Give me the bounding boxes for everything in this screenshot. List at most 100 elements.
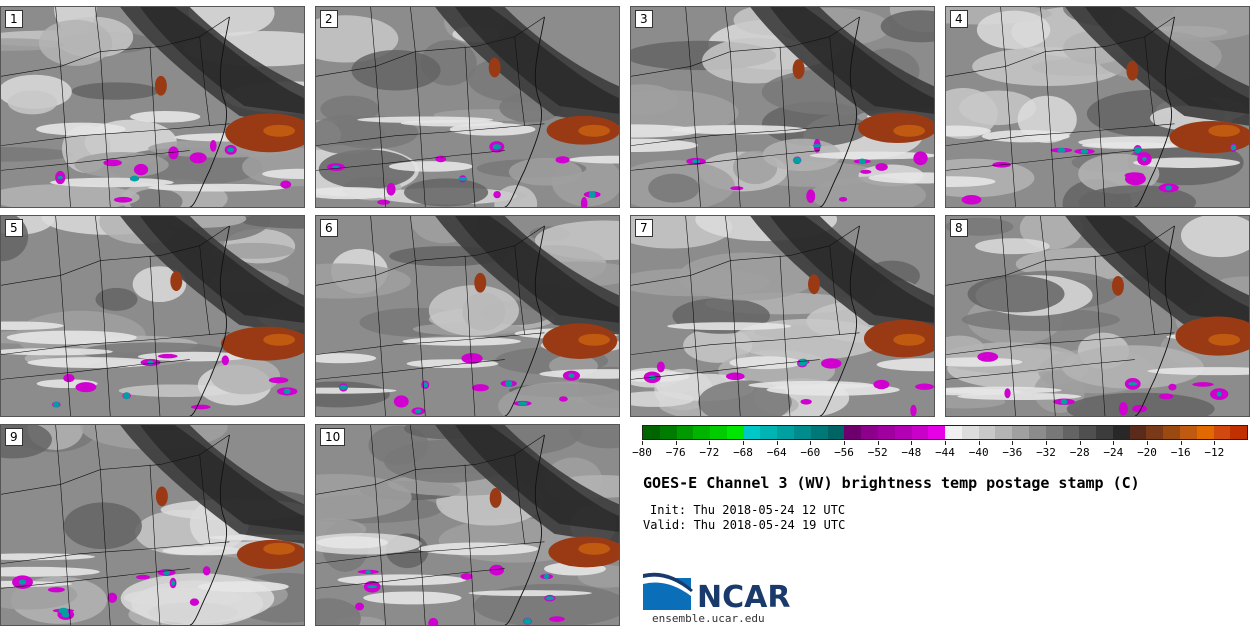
colorbar-swatch [1163, 426, 1180, 439]
colorbar-swatch [827, 426, 845, 439]
colorbar-tick-label: −24 [1103, 446, 1124, 459]
colorbar-swatch [894, 426, 912, 439]
colorbar-tick-mark [844, 441, 845, 445]
colorbar-tick-label: −20 [1137, 446, 1157, 459]
panel-number-label: 9 [5, 428, 23, 446]
panel-number-label: 6 [320, 219, 338, 237]
colorbar-swatch [1213, 426, 1231, 439]
colorbar-swatch [1196, 426, 1214, 439]
colorbar-tick-mark [978, 441, 980, 445]
colorbar-swatch [978, 426, 996, 439]
colorbar-tick-label: −80 [632, 446, 652, 459]
colorbar-tick-mark [1046, 441, 1047, 445]
colorbar-swatch [1028, 426, 1046, 439]
colorbar-swatch [643, 426, 660, 439]
colorbar-swatch [1230, 426, 1248, 439]
colorbar-tick-label: −44 [935, 446, 955, 459]
colorbar-tick-label: −48 [901, 446, 922, 459]
colorbar-swatch [710, 426, 727, 439]
colorbar-swatch [844, 426, 862, 439]
colorbar-tick-label: −12 [1204, 446, 1225, 459]
colorbar-swatch [1012, 426, 1029, 439]
colorbar-tick-label: −40 [968, 446, 989, 459]
colorbar-tick-label: −28 [1069, 446, 1090, 459]
postage-stamp-panel: 9 [0, 424, 305, 626]
figure-title: GOES-E Channel 3 (WV) brightness temp po… [643, 474, 1140, 492]
colorbar-tick-label: −60 [800, 446, 821, 459]
colorbar-swatch [794, 426, 811, 439]
colorbar-tick-label: −16 [1170, 446, 1191, 459]
colorbar-tick-label: −68 [733, 446, 753, 459]
panel-number-label: 8 [950, 219, 968, 237]
colorbar-tick-label: −36 [1002, 446, 1023, 459]
colorbar-tick-mark [1012, 441, 1014, 445]
colorbar-swatch [659, 426, 677, 439]
colorbar-tick-mark [642, 441, 643, 445]
colorbar-swatch [928, 426, 946, 439]
colorbar-tick-label: −52 [867, 446, 888, 459]
colorbar-tick-mark [776, 441, 778, 445]
postage-stamp-panel: 3 [630, 6, 935, 208]
colorbar-tick-mark [675, 441, 677, 445]
colorbar-swatch [911, 426, 929, 439]
colorbar-tick-mark [877, 441, 879, 445]
colorbar-tick-mark [1079, 441, 1081, 445]
postage-stamp-panel: 1 [0, 6, 305, 208]
postage-stamp-panel: 6 [315, 215, 620, 417]
colorbar-swatch [1045, 426, 1063, 439]
ncar-logo-text: NCAR [697, 580, 791, 615]
colorbar-swatch [945, 426, 962, 439]
colorbar-tick-mark [1214, 441, 1216, 445]
colorbar-swatch [760, 426, 778, 439]
panel-number-label: 7 [635, 219, 653, 237]
postage-stamp-panel: 2 [315, 6, 620, 208]
logo-url: ensemble.ucar.edu [652, 612, 765, 625]
postage-stamp-panel: 7 [630, 215, 935, 417]
colorbar-tick-mark [911, 441, 913, 445]
postage-stamp-panel: 4 [945, 6, 1250, 208]
colorbar-swatch [743, 426, 761, 439]
colorbar-swatch [693, 426, 711, 439]
panel-number-label: 10 [320, 428, 346, 446]
colorbar-tick-label: −72 [699, 446, 720, 459]
init-time: Init: Thu 2018-05-24 12 UTC [650, 503, 846, 517]
colorbar-swatch [726, 426, 744, 439]
valid-time: Valid: Thu 2018-05-24 19 UTC [643, 518, 846, 532]
colorbar-swatch [1079, 426, 1097, 439]
colorbar-tick-mark [1113, 441, 1115, 445]
ncar-logo-icon [643, 572, 693, 610]
colorbar-tick-mark [945, 441, 946, 445]
colorbar-swatch [676, 426, 694, 439]
colorbar-tick-mark [1147, 441, 1148, 445]
colorbar-swatch [861, 426, 878, 439]
panel-number-label: 5 [5, 219, 23, 237]
colorbar-swatch [1112, 426, 1130, 439]
postage-stamp-panel: 8 [945, 215, 1250, 417]
colorbar-tick-mark [1180, 441, 1182, 445]
colorbar-tick-label: −76 [665, 446, 686, 459]
colorbar-tick-label: −64 [766, 446, 787, 459]
colorbar-swatch [1146, 426, 1164, 439]
colorbar-tick-mark [743, 441, 744, 445]
colorbar-swatch [777, 426, 795, 439]
panel-number-label: 3 [635, 10, 653, 28]
colorbar-ticks: −80 −76 −72 −68 −64 −60 −56 −52 −48 −44 −40 −36 −32−… [632, 441, 1248, 461]
colorbar-swatch [1096, 426, 1113, 439]
colorbar-tick-mark [810, 441, 812, 445]
postage-stamp-panel: 10 [315, 424, 620, 626]
colorbar-tick-label: −32 [1036, 446, 1056, 459]
postage-stamp-panel: 5 [0, 215, 305, 417]
panel-number-label: 2 [320, 10, 338, 28]
colorbar-swatch [1062, 426, 1080, 439]
colorbar-swatch [877, 426, 895, 439]
colorbar-swatch [810, 426, 828, 439]
panel-number-label: 1 [5, 10, 23, 28]
colorbar-swatch [1180, 426, 1197, 439]
colorbar [642, 425, 1248, 440]
colorbar-tick-mark [709, 441, 711, 445]
colorbar-tick-label: −56 [834, 446, 854, 459]
colorbar-swatch [1129, 426, 1147, 439]
colorbar-swatch [995, 426, 1013, 439]
panel-number-label: 4 [950, 10, 968, 28]
colorbar-swatch [961, 426, 979, 439]
